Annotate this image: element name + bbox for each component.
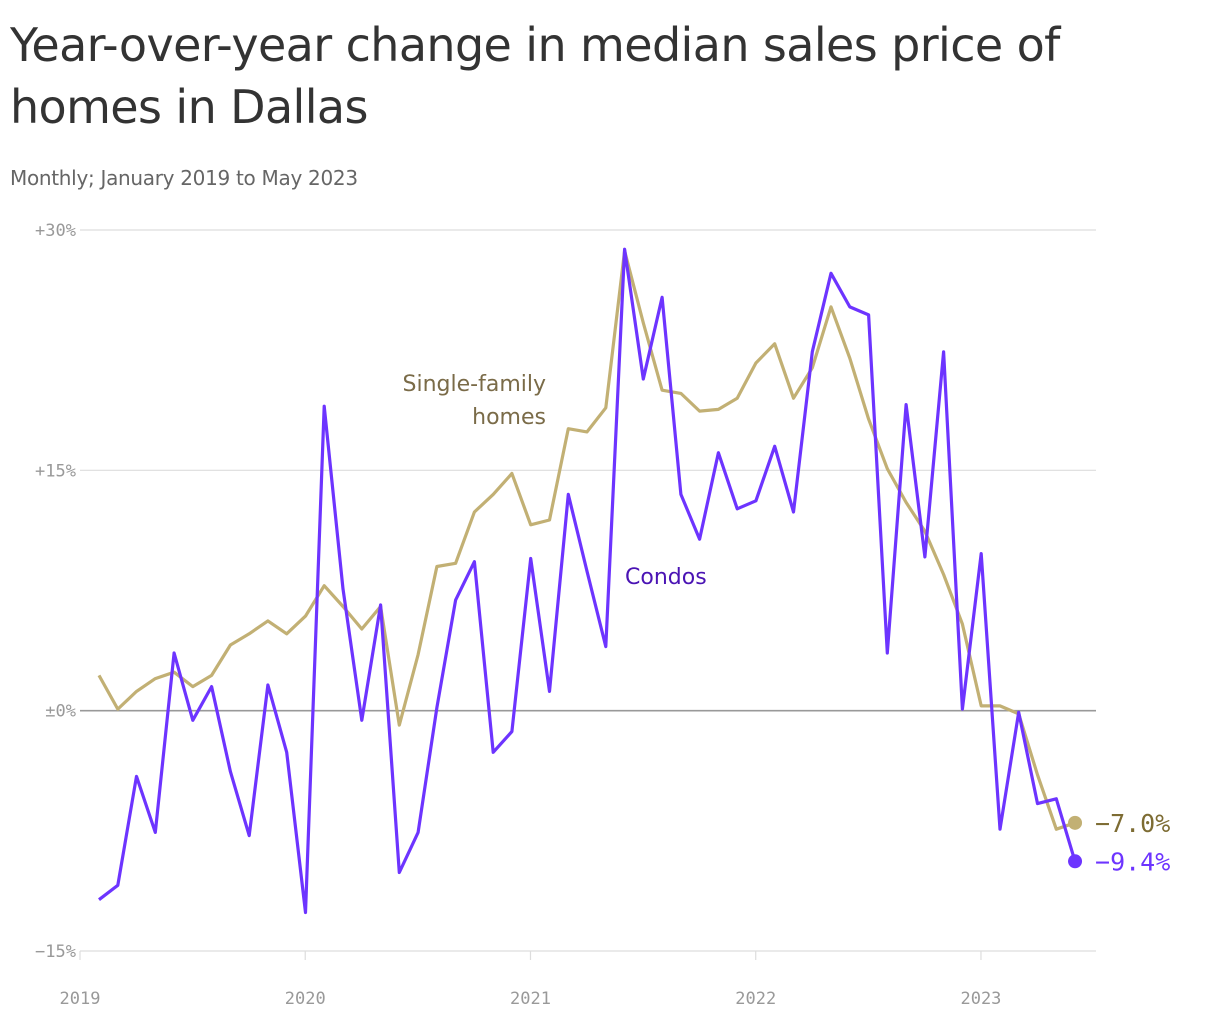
y-tick-label: ±0% xyxy=(45,702,76,722)
series-labels: −7.0% −9.4% Single-family homes Condos xyxy=(403,372,1171,876)
x-tick-label: 2019 xyxy=(60,989,101,1009)
series-label-single-family: homes xyxy=(472,405,546,430)
x-axis-ticks: 2019 2020 2021 2022 2023 xyxy=(60,951,1001,1009)
x-tick-label: 2021 xyxy=(510,989,551,1009)
series-label-single-family: Single-family xyxy=(403,372,546,397)
series-line-single-family xyxy=(97,249,1076,831)
endpoint-dot xyxy=(1068,854,1083,869)
y-tick-label: +30% xyxy=(35,221,76,241)
gridlines xyxy=(80,229,1096,952)
series-line-condos xyxy=(98,247,1077,915)
x-tick-label: 2023 xyxy=(960,989,1001,1009)
y-axis-ticks: +30% +15% ±0% −15% xyxy=(35,221,76,962)
x-tick-label: 2020 xyxy=(285,989,326,1009)
end-value-label: −9.4% xyxy=(1095,847,1170,876)
series-label-condos: Condos xyxy=(625,565,707,590)
chart-title: Year-over-year change in median sales pr… xyxy=(10,18,1060,134)
y-tick-label: +15% xyxy=(35,461,76,481)
series-lines xyxy=(97,247,1083,915)
endpoint-dot xyxy=(1068,815,1083,830)
y-tick-label: −15% xyxy=(35,942,76,962)
chart-subtitle: Monthly; January 2019 to May 2023 xyxy=(10,166,358,190)
x-tick-label: 2022 xyxy=(735,989,776,1009)
end-value-label: −7.0% xyxy=(1095,809,1170,838)
